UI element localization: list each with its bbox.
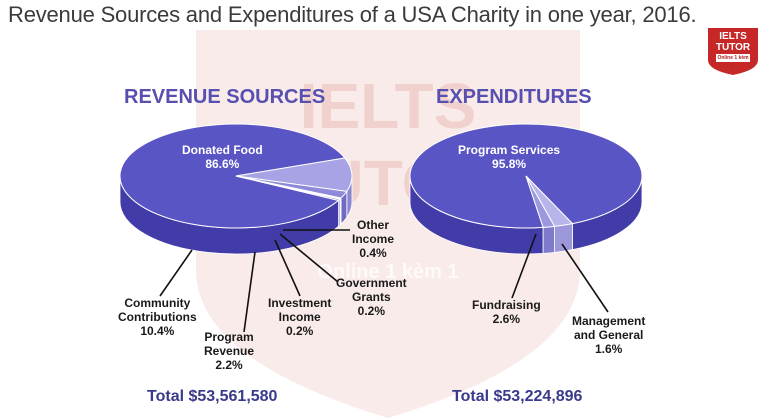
logo-badge-icon (708, 28, 758, 75)
watermark-line-1: IELTS (300, 70, 477, 142)
leader-investment (274, 239, 301, 297)
expenditure-chart-title: EXPENDITURES (436, 86, 592, 108)
logo-line-1: IELTS (719, 31, 747, 42)
side-other-income (338, 198, 341, 228)
label-management-general: Management and General 1.6% (572, 314, 646, 356)
revenue-pie (119, 123, 353, 255)
leader-lines (159, 229, 609, 333)
leader-program-revenue (243, 251, 256, 333)
label-fundraising: Fundraising 2.6% (472, 298, 541, 326)
label-program-services: Program Services 95.8% (458, 143, 561, 171)
slice-management-and-general (525, 175, 556, 228)
label-government-grants: Government Grants 0.2% (336, 276, 407, 318)
page-title: Revenue Sources and Expenditures of a US… (8, 2, 697, 27)
revenue-chart-title: REVENUE SOURCES (124, 86, 326, 108)
label-investment-income: Investment Income 0.2% (268, 296, 332, 338)
side-management-and-general (542, 225, 555, 254)
logo-line-2: TUTOR (715, 42, 751, 53)
slice-donated-food (119, 123, 346, 229)
side-fundraising (554, 223, 573, 253)
revenue-total: Total $53,561,580 (147, 388, 278, 405)
expenditure-pie (409, 123, 643, 255)
label-donated-food: Donated Food 86.6% (182, 143, 263, 171)
label-community-contributions: Community Contributions 10.4% (118, 296, 197, 338)
leader-government (279, 233, 339, 283)
logo-sub: Online 1 kèm 1 (716, 54, 750, 69)
leader-management (561, 243, 609, 313)
leader-community (159, 249, 193, 297)
slice-community-contributions (235, 157, 353, 192)
expenditure-total: Total $53,224,896 (452, 388, 583, 405)
slice-other-income (235, 175, 341, 201)
label-program-revenue: Program Revenue 2.2% (204, 330, 255, 372)
watermark-line-3: Online 1 kèm 1 (317, 261, 458, 283)
label-other-income: Other Income 0.4% (352, 218, 395, 260)
leader-fundraising (511, 233, 537, 299)
